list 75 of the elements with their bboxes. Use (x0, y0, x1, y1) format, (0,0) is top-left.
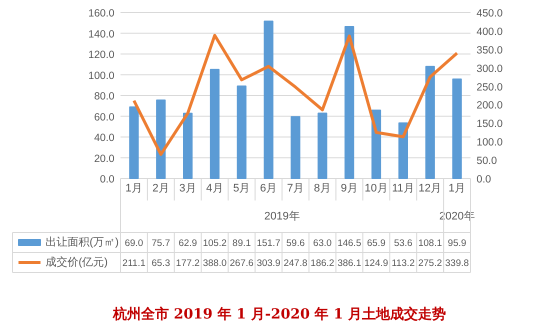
bar (318, 112, 328, 179)
data-label: 53.6 (394, 238, 412, 249)
x-tick-label: 1月 (125, 182, 143, 194)
data-label: 388.0 (202, 258, 227, 269)
bar (398, 122, 408, 179)
data-label: 108.1 (418, 238, 442, 249)
data-label: 303.9 (256, 258, 280, 269)
data-label: 267.6 (230, 258, 254, 269)
x-tick-label: 12月 (418, 182, 442, 194)
data-label: 177.2 (176, 258, 200, 269)
data-label: 63.0 (313, 238, 332, 249)
y-tick-label: 140.0 (88, 28, 115, 40)
y-tick-label: 20.0 (94, 152, 115, 165)
y2-tick-label: 300.0 (476, 62, 503, 75)
data-label: 124.9 (364, 258, 388, 269)
y2-tick-label: 400.0 (476, 26, 503, 38)
text: 2019年 (264, 210, 300, 222)
y2-tick-label: 450.0 (476, 8, 503, 20)
x-tick-label: 6月 (260, 182, 278, 194)
data-label: 339.8 (445, 258, 469, 269)
data-label: 62.9 (178, 238, 198, 249)
x-tick-label: 11月 (392, 182, 414, 194)
legend-label: 出让面积(万㎡) (46, 236, 119, 248)
bar (452, 78, 462, 179)
y-tick-label: 120.0 (88, 49, 115, 61)
y2-tick-label: 350.0 (476, 44, 503, 56)
bar (236, 86, 246, 179)
data-label: 65.9 (367, 238, 386, 249)
data-label: 65.3 (152, 258, 170, 269)
y2-tick-label: 200.0 (476, 100, 503, 112)
data-label: 211.1 (122, 258, 146, 269)
y2-tick-label: 50.0 (476, 155, 498, 168)
y-tick-label: 160.0 (88, 8, 115, 20)
line-series (132, 34, 459, 156)
x-tick-label: 2月 (152, 182, 170, 194)
data-label: 386.1 (337, 258, 362, 269)
data-label: 186.2 (310, 258, 334, 269)
y2-tick-label: 0.0 (476, 174, 492, 186)
bar (183, 112, 193, 179)
x-tick-label: 9月 (340, 182, 358, 194)
bar (129, 106, 139, 179)
data-label: 113.2 (392, 258, 415, 269)
y2-tick-label: 250.0 (476, 81, 503, 94)
bar (210, 68, 220, 179)
x-tick-label: 7月 (286, 182, 304, 194)
bar (344, 26, 354, 179)
bar (290, 116, 300, 179)
text: 杭州全市 2019 年 1 月-2020 年 1 月土地成交走势 (112, 306, 446, 322)
data-label: 59.6 (286, 238, 305, 249)
y-tick-label: 40.0 (94, 132, 115, 144)
x-tick-label: 8月 (314, 182, 331, 194)
data-label: 151.7 (256, 238, 280, 249)
data-label: 89.1 (232, 238, 251, 249)
data-label: 105.2 (202, 238, 227, 249)
y2-tick-label: 100.0 (476, 136, 503, 149)
y-tick-label: 60.0 (94, 111, 115, 124)
y-tick-label: 0.0 (100, 174, 115, 186)
data-label: 146.5 (337, 238, 362, 249)
legend-label: 成交价(亿元) (46, 256, 108, 268)
y-tick-label: 100.0 (88, 70, 115, 82)
x-tick-label: 10月 (364, 182, 388, 194)
x-tick-label: 1月 (448, 182, 466, 194)
data-label: 75.7 (152, 238, 170, 249)
y2-tick-label: 150.0 (476, 118, 503, 130)
data-label: 275.2 (418, 258, 442, 269)
x-tick-label: 5月 (233, 182, 250, 194)
data-label: 247.8 (284, 258, 308, 269)
data-label: 95.9 (448, 238, 466, 249)
bar (425, 66, 435, 179)
bar (156, 99, 166, 179)
bar (264, 20, 274, 179)
x-tick-label: 3月 (179, 182, 196, 194)
x-tick-label: 4月 (206, 182, 224, 194)
y-tick-label: 80.0 (94, 90, 115, 102)
data-label: 69.0 (124, 238, 144, 249)
